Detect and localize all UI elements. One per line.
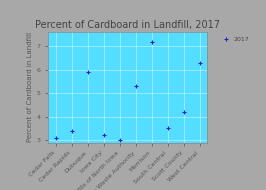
2017 (181, 111, 186, 114)
Title: Percent of Cardboard in Landfill, 2017: Percent of Cardboard in Landfill, 2017 (35, 20, 220, 30)
2017 (118, 139, 122, 142)
2017 (102, 134, 106, 137)
2017 (134, 85, 138, 88)
2017 (54, 136, 58, 139)
2017 (149, 40, 154, 43)
2017 (165, 127, 170, 130)
2017 (197, 61, 202, 64)
2017 (86, 71, 90, 74)
Y-axis label: Percent of Cardboard in Landfill: Percent of Cardboard in Landfill (27, 32, 34, 142)
2017 (70, 129, 74, 132)
Legend: 2017: 2017 (219, 35, 251, 43)
